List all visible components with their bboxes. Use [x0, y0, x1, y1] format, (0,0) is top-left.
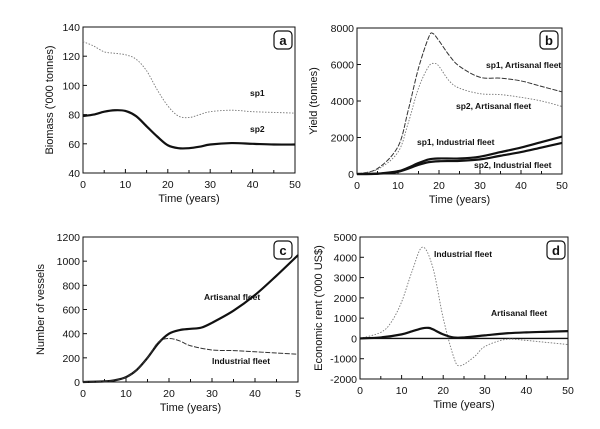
- y-tick-label: -1000: [330, 354, 357, 366]
- y-axis-label: Economic rent ('000 US$): [313, 245, 325, 371]
- x-tick-label: 50: [562, 385, 574, 397]
- y-tick-label: -2000: [330, 374, 357, 386]
- series-line-industrial-fleet: [359, 246, 569, 367]
- panel-label-box: [273, 30, 293, 50]
- series-line-industrial-fleet: [82, 337, 299, 383]
- series-label: Industrial fleet: [434, 249, 492, 259]
- series-label: sp1, Industrial fleet: [417, 137, 495, 147]
- x-axis-label: Time (years): [160, 402, 221, 414]
- x-tick-label: 30: [479, 385, 491, 397]
- x-axis-label: Time (years): [429, 194, 490, 206]
- x-axis-label: Time (years): [433, 399, 494, 411]
- y-tick-label: 40: [68, 168, 80, 180]
- y-tick-label: 3000: [334, 273, 358, 285]
- panel-label-box: [273, 240, 293, 260]
- y-tick-label: 100: [62, 80, 80, 92]
- x-tick-label: 50: [556, 180, 568, 192]
- x-tick-label: 0: [357, 385, 363, 397]
- x-tick-label: 20: [433, 180, 445, 192]
- y-tick-label: 800: [62, 280, 80, 292]
- y-tick-label: 0: [351, 333, 357, 345]
- series-line-sp1-artisanal-fleet: [356, 32, 563, 175]
- series-line-sp1: [82, 41, 296, 119]
- x-tick-label: 20: [163, 388, 175, 400]
- y-tick-label: 4000: [334, 252, 358, 264]
- panel-label-box: [539, 30, 559, 50]
- y-tick-label: 80: [68, 110, 80, 122]
- panel-label: d: [552, 243, 560, 258]
- x-tick-label: 10: [120, 388, 132, 400]
- x-tick-label: 0: [80, 179, 86, 191]
- x-tick-label: 0: [354, 180, 360, 192]
- x-tick-label: 0: [80, 388, 86, 400]
- y-tick-label: 0: [74, 377, 80, 389]
- panel-label: c: [279, 243, 286, 258]
- series-line-sp2-industrial-fleet: [356, 141, 563, 176]
- y-tick-label: 1000: [57, 256, 81, 268]
- y-axis-label: Number of vessels: [35, 263, 47, 355]
- y-axis-label: Yield (tonnes): [308, 67, 320, 134]
- panel-label: b: [545, 33, 553, 48]
- x-tick-label: 40: [247, 179, 259, 191]
- series-label: sp2, Artisanal fleet: [456, 101, 531, 111]
- panel-d: 0 10 20 30 40 50 -2000 -1000 0 1000 2000 3000 4000 50…: [313, 232, 574, 411]
- y-tick-label: 140: [62, 22, 80, 34]
- y-tick-label: 400: [62, 329, 80, 341]
- x-tick-label: 40: [249, 388, 261, 400]
- x-tick-label: 30: [474, 180, 486, 192]
- y-tick-label: 600: [62, 305, 80, 317]
- x-tick-label: 10: [392, 180, 404, 192]
- y-tick-label: 0: [348, 169, 354, 181]
- x-tick-label: 30: [206, 388, 218, 400]
- series-label: sp2: [250, 124, 265, 134]
- series-label: Artisanal fleet: [204, 292, 260, 302]
- x-tick-label: 10: [120, 179, 132, 191]
- series-label: sp1, Artisanal fleet: [486, 60, 561, 70]
- panel-label: a: [279, 33, 287, 48]
- panel-label-box: [546, 240, 566, 260]
- y-tick-label: 2000: [334, 293, 358, 305]
- series-label: Industrial fleet: [212, 356, 270, 366]
- x-tick-label: 40: [515, 180, 527, 192]
- y-tick-label: 5000: [334, 232, 358, 244]
- x-tick-label: 10: [396, 385, 408, 397]
- plot-frame: [82, 26, 296, 174]
- series-label: sp1: [250, 88, 265, 98]
- x-tick-label: 50: [289, 179, 301, 191]
- y-axis-label: Biomass ('000 tonnes): [44, 45, 56, 154]
- panel-a: 0 10 20 30 40 50 40 60 80 100 120 140 Time (years) Bi…: [44, 22, 301, 205]
- y-tick-label: 200: [62, 353, 80, 365]
- x-axis-label: Time (years): [158, 193, 219, 205]
- y-tick-label: 1200: [57, 232, 81, 244]
- x-tick-label: 5: [295, 388, 301, 400]
- series-label: Artisanal fleet: [491, 308, 547, 318]
- x-tick-label: 40: [521, 385, 533, 397]
- y-tick-label: 120: [62, 51, 80, 63]
- panel-b: 0 10 20 30 40 50 0 2000 4000 6000 8000 Time (years)…: [308, 23, 568, 206]
- y-tick-label: 4000: [331, 96, 355, 108]
- y-tick-label: 8000: [331, 23, 355, 35]
- x-tick-label: 20: [162, 179, 174, 191]
- series-line-artisanal-fleet: [359, 326, 569, 340]
- series-line-artisanal-fleet: [82, 254, 299, 384]
- series-label: sp2, Industrial fleet: [474, 160, 552, 170]
- x-tick-label: 20: [437, 385, 449, 397]
- y-tick-label: 6000: [331, 60, 355, 72]
- y-tick-label: 60: [68, 139, 80, 151]
- series-line-sp2: [82, 109, 296, 150]
- y-tick-label: 1000: [334, 313, 358, 325]
- y-tick-label: 2000: [331, 133, 355, 145]
- x-tick-label: 30: [204, 179, 216, 191]
